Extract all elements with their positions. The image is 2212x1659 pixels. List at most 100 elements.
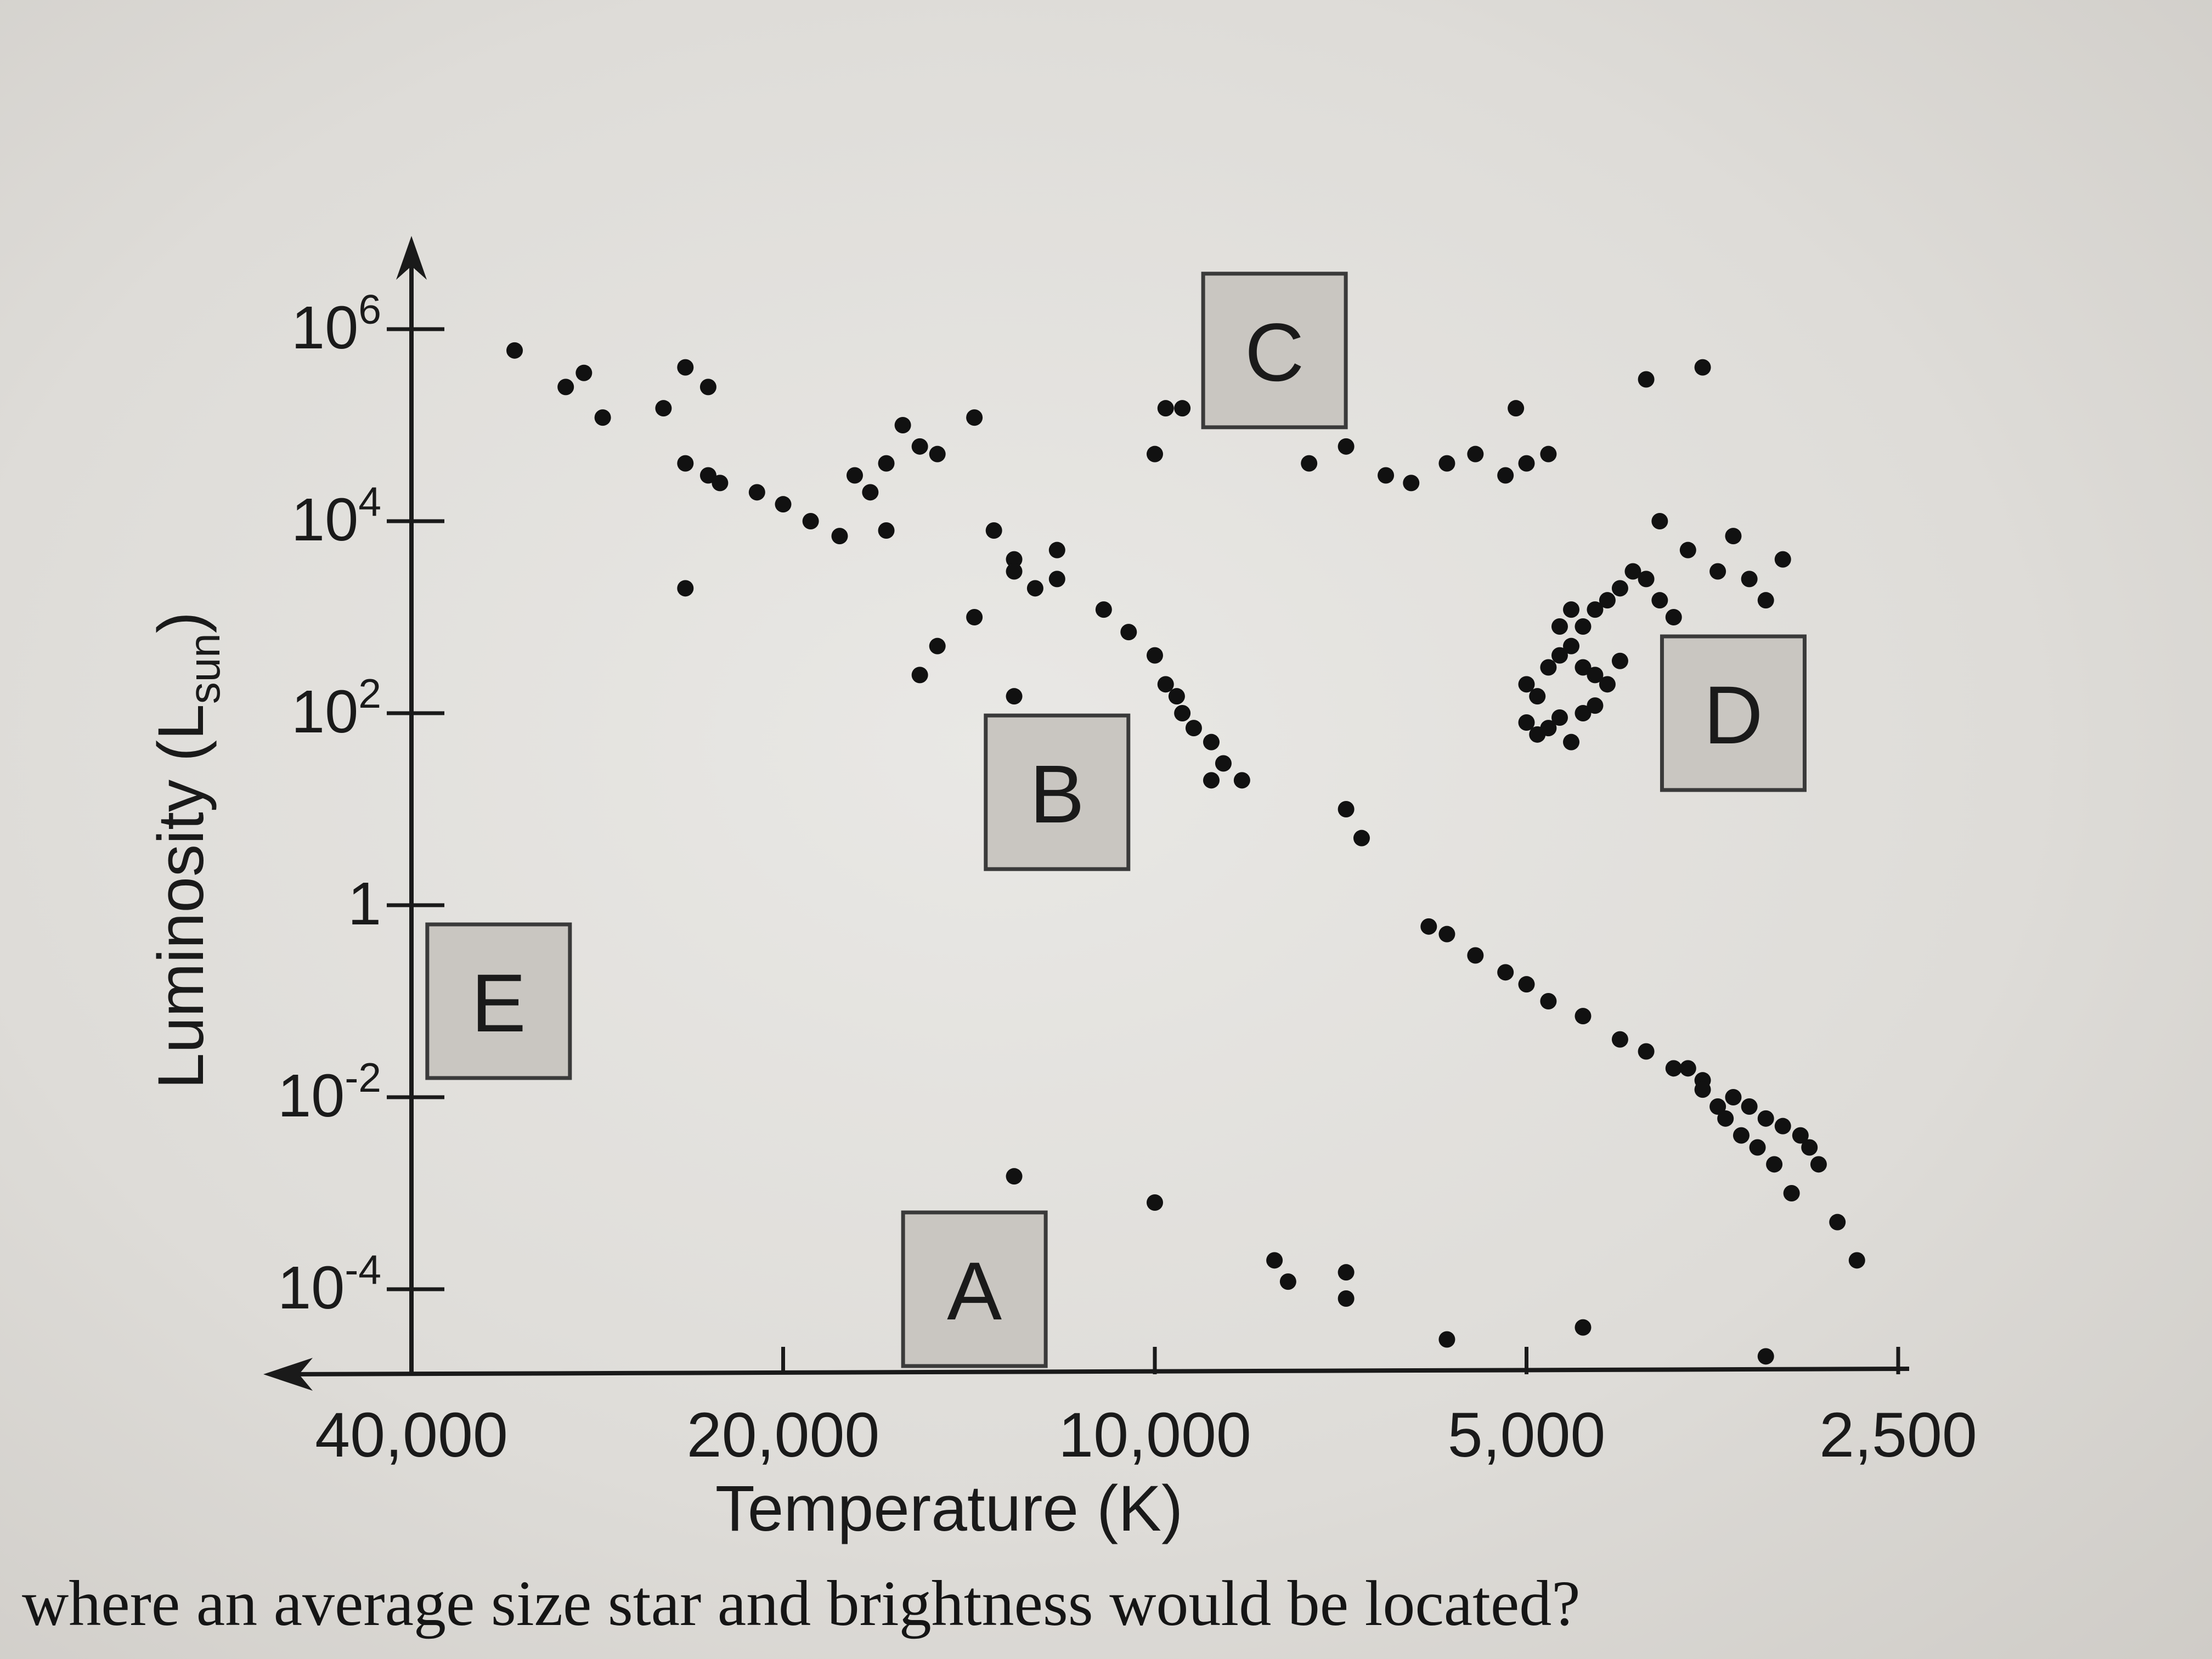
y-tick-label: 106: [291, 286, 381, 362]
star-point: [1147, 647, 1163, 664]
region-labels: A B C D E: [425, 272, 1807, 1368]
star-point: [1575, 659, 1592, 676]
star-point: [1529, 688, 1546, 705]
star-point: [1518, 455, 1535, 472]
region-box-frame: [425, 922, 572, 1080]
star-point: [1048, 571, 1065, 588]
star-point: [1518, 976, 1535, 993]
star-point: [878, 455, 895, 472]
star-point: [1006, 563, 1023, 580]
star-point: [1733, 1127, 1750, 1144]
star-point: [748, 484, 765, 501]
region-box-letter: A: [947, 1245, 1002, 1337]
region-box-b: B: [984, 713, 1131, 871]
star-point: [1757, 1348, 1774, 1365]
star-point: [1587, 667, 1604, 684]
region-box-letter: E: [471, 957, 526, 1049]
star-point: [1810, 1156, 1827, 1173]
star-point: [594, 409, 611, 426]
star-point: [1829, 1214, 1846, 1231]
star-point: [1651, 513, 1668, 529]
star-point: [1766, 1156, 1783, 1173]
star-point: [966, 409, 983, 426]
star-point: [575, 364, 592, 381]
star-point: [1709, 1098, 1726, 1115]
star-point: [1587, 601, 1604, 618]
star-point: [1006, 688, 1023, 705]
star-point: [1792, 1127, 1809, 1144]
hr-diagram: 106 104 102 1 10-2 10-4 40,000 20,000 10,000 5,00…: [145, 236, 1977, 1545]
star-point: [1215, 755, 1232, 772]
star-point: [557, 379, 574, 396]
star-point: [1749, 1139, 1766, 1156]
star-point: [1338, 1290, 1355, 1307]
star-point: [1783, 1185, 1800, 1201]
star-point: [1147, 1194, 1163, 1211]
star-point: [1611, 580, 1628, 597]
x-tick-label: 5,000: [1448, 1400, 1606, 1470]
y-tick-label: 104: [291, 478, 381, 554]
star-point: [677, 580, 694, 597]
star-point: [1679, 541, 1696, 558]
star-point: [1095, 601, 1112, 618]
star-point: [911, 667, 928, 684]
star-point: [1157, 400, 1174, 417]
star-point: [1497, 964, 1514, 981]
star-point: [1717, 1110, 1734, 1127]
star-point: [1774, 1118, 1791, 1135]
star-point: [1741, 1098, 1758, 1115]
star-point: [1725, 1089, 1742, 1105]
star-point: [1575, 1319, 1592, 1336]
axes: 106 104 102 1 10-2 10-4 40,000 20,000 10,000 5,00…: [263, 236, 1977, 1470]
star-point: [894, 417, 911, 433]
star-point: [699, 467, 716, 484]
y-tick-label: 1: [348, 870, 381, 938]
star-point: [1679, 1060, 1696, 1077]
star-point: [1203, 772, 1220, 789]
star-point: [1006, 1168, 1023, 1185]
star-point: [712, 475, 729, 492]
star-point: [929, 637, 946, 654]
star-point: [1611, 1031, 1628, 1048]
star-point: [1694, 1081, 1711, 1098]
star-point: [1551, 709, 1568, 726]
star-point: [1353, 830, 1370, 847]
star-point: [985, 522, 1002, 539]
star-point: [802, 513, 819, 529]
star-point: [1338, 1264, 1355, 1281]
star-point: [1638, 371, 1655, 388]
x-axis-label: Temperature (K): [715, 1472, 1183, 1545]
y-axis-label: Luminosity (Lsun): [145, 612, 229, 1089]
star-point: [1757, 1110, 1774, 1127]
region-box-a: A: [901, 1210, 1048, 1368]
star-point: [1378, 467, 1395, 484]
star-point: [506, 342, 523, 359]
star-point: [1540, 720, 1557, 737]
region-box-frame: [1201, 272, 1348, 430]
x-axis-line: [285, 1367, 1910, 1376]
star-point: [1725, 528, 1742, 545]
star-point: [775, 496, 792, 513]
region-box-frame: [984, 713, 1131, 871]
star-point: [1540, 993, 1557, 1009]
star-point: [862, 484, 879, 501]
star-point: [1694, 359, 1711, 376]
star-point: [1438, 926, 1455, 943]
star-point: [1599, 592, 1616, 609]
star-point: [929, 445, 946, 462]
star-point: [1741, 571, 1758, 588]
star-point: [1301, 455, 1318, 472]
x-axis-arrow: [263, 1358, 313, 1391]
star-point: [677, 359, 694, 376]
y-tick-label: 102: [291, 670, 381, 746]
star-point: [1801, 1139, 1818, 1156]
star-point: [1611, 652, 1628, 669]
star-point: [1203, 733, 1220, 751]
x-tick-label: 20,000: [687, 1400, 880, 1470]
star-point: [1233, 772, 1250, 789]
star-point: [1638, 1043, 1655, 1060]
star-point: [1185, 720, 1202, 737]
star-point: [1774, 551, 1791, 568]
star-point: [1562, 733, 1579, 751]
star-point: [1624, 563, 1641, 580]
